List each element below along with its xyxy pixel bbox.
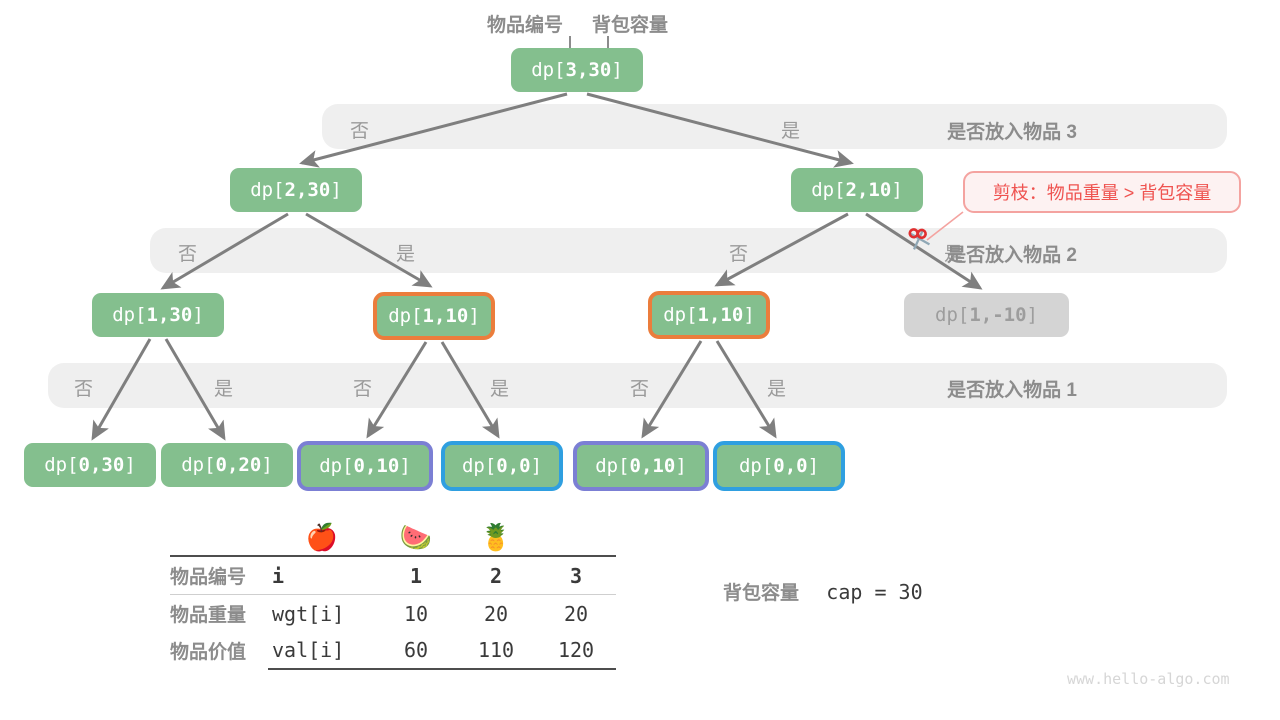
table-bottom-rule-cell [536, 668, 617, 671]
watermark: www.hello-algo.com [1067, 670, 1230, 688]
table-cell: 1 [376, 555, 457, 595]
table-cell: 20 [456, 594, 537, 632]
band-choice-label: 是 [767, 379, 787, 400]
band-choice-label: 否 [74, 379, 94, 400]
prune-callout-text: 剪枝：物品重量 > 背包容量 [992, 183, 1212, 203]
band-choice-label: 是 [214, 379, 234, 400]
top-annotation-label: 背包容量 [592, 15, 669, 36]
tree-node-n0_30: dp[0,30] [24, 443, 156, 487]
band-title-band3: 是否放入物品 3 [947, 122, 1077, 143]
table-bottom-rule-cell [376, 668, 457, 671]
tree-node-n1_30: dp[1,30] [92, 293, 224, 337]
table-cell: 10 [376, 594, 457, 632]
item-emoji: 🍍 [479, 523, 513, 553]
table-row-header: 物品重量 [170, 594, 269, 632]
table-bottom-rule [170, 668, 617, 671]
table-row-label: wgt[i] [268, 594, 377, 632]
tree-node-n2_10: dp[2,10] [791, 168, 923, 212]
tree-node-n0_0a: dp[0,0] [441, 441, 563, 491]
capacity-note: 背包容量 cap = 30 [723, 578, 923, 605]
tree-node-n0_10b: dp[0,10] [573, 441, 709, 491]
item-emoji: 🍉 [399, 523, 433, 553]
table-row: 物品重量 wgt[i] 10 20 20 [170, 594, 617, 632]
tree-node-n0_20: dp[0,20] [161, 443, 293, 487]
band-choice-label: 否 [350, 121, 370, 142]
table-bottom-rule-cell [456, 668, 537, 671]
table-bottom-rule-gap [170, 669, 268, 670]
item-emoji: 🍎 [305, 523, 339, 553]
scissors-glyph [908, 228, 931, 250]
band-choice-label: 否 [630, 379, 650, 400]
tree-node-n2_30: dp[2,30] [230, 168, 362, 212]
prune-callout: 剪枝：物品重量 > 背包容量 [963, 171, 1241, 213]
table-emoji-row: 🍎 🍉 🍍 [170, 518, 616, 556]
band-title-band1: 是否放入物品 1 [947, 380, 1077, 401]
table-cell: 3 [536, 555, 617, 595]
table-cell: 60 [403, 638, 429, 662]
top-annotation-label: 物品编号 [487, 15, 564, 36]
tree-node-n3_30: dp[3,30] [511, 48, 643, 92]
tree-node-n1_m10: dp[1,-10] [904, 293, 1069, 337]
tree-node-n1_10b: dp[1,10] [648, 291, 770, 339]
band-choice-label: 否 [353, 379, 373, 400]
table-cell: 120 [557, 638, 595, 662]
band-choice-label: 否 [729, 244, 749, 265]
scissors-icon [900, 220, 939, 263]
table-row: 物品价值 val[i] 60 110 120 [170, 632, 616, 669]
table-corner-cell [170, 518, 268, 556]
table-row-label: i [268, 555, 377, 595]
table-row-label: val[i] [272, 638, 345, 662]
items-table: 🍎 🍉 🍍 物品编号 i 1 2 3 物品重量 wgt[i] 10 20 20 物品价值 val[i] 60 1… [170, 518, 617, 671]
band-choice-label: 是 [781, 121, 801, 142]
band-choice-label: 是 [490, 379, 510, 400]
band-title-band2: 是否放入物品 2 [947, 245, 1077, 266]
capacity-label: 背包容量 [723, 583, 800, 604]
decision-band-band3 [322, 104, 1227, 149]
band-choice-label: 否 [178, 244, 198, 265]
table-row-header: 物品编号 [170, 555, 269, 595]
decision-band-band1 [48, 363, 1227, 408]
table-cell: 2 [456, 555, 537, 595]
tree-node-n0_10a: dp[0,10] [297, 441, 433, 491]
table-bottom-rule-cell [268, 668, 377, 671]
table-row-header: 物品价值 [170, 642, 247, 663]
table-cell: 20 [536, 594, 617, 632]
tree-node-n1_10a: dp[1,10] [373, 292, 495, 340]
tree-node-n0_0b: dp[0,0] [713, 441, 845, 491]
capacity-value: cap = 30 [826, 580, 923, 604]
table-cell: 110 [477, 638, 515, 662]
band-choice-label: 是 [396, 244, 416, 265]
table-row: 物品编号 i 1 2 3 [170, 555, 617, 595]
